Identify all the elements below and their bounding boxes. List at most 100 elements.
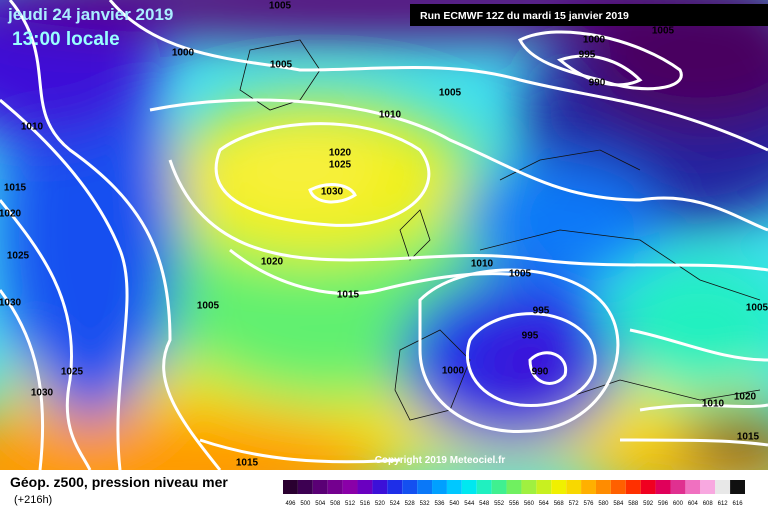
colorbar-cell <box>491 480 507 494</box>
isobar-label: 1015 <box>337 290 360 301</box>
isobar-label: 995 <box>579 50 596 61</box>
isobar-label: 1010 <box>702 399 725 410</box>
isobar-label: 1005 <box>652 26 675 37</box>
colorbar-label: 568 <box>554 501 565 507</box>
colorbar-label: 496 <box>285 501 296 507</box>
colorbar-label: 512 <box>345 501 356 507</box>
colorbar-cell <box>581 480 596 494</box>
isobar-label: 1005 <box>269 1 292 12</box>
isobar-label: 1015 <box>4 183 27 194</box>
colorbar-cell <box>357 480 373 494</box>
isobar-label: 990 <box>589 78 606 89</box>
colorbar-cell <box>372 480 388 494</box>
colorbar-label: 504 <box>315 501 326 507</box>
time-label: 13:00 locale <box>12 29 120 50</box>
colorbar-label: 508 <box>330 501 341 507</box>
isobar-label: 1000 <box>583 35 606 46</box>
isobar-label: 1025 <box>61 367 84 378</box>
legend-title: Géop. z500, pression niveau mer <box>10 474 228 490</box>
colorbar-label: 576 <box>584 501 595 507</box>
colorbar-cell <box>640 480 656 494</box>
run-label: Run ECMWF 12Z du mardi 15 janvier 2019 <box>420 10 629 22</box>
coastlines <box>239 39 761 421</box>
colorbar-label: 528 <box>405 501 416 507</box>
colorbar: 496 500 504 508 512 516 520 524 528 532 536 540 544 5… <box>283 480 745 507</box>
colorbar-label: 536 <box>434 501 445 507</box>
colorbar-label: 500 <box>300 501 311 507</box>
colorbar-cell <box>685 480 701 494</box>
isobar-label: 1005 <box>197 301 220 312</box>
colorbar-cell <box>566 480 582 494</box>
colorbar-cell <box>521 480 537 494</box>
colorbar-label: 592 <box>643 501 654 507</box>
colorbar-label: 564 <box>539 501 550 507</box>
isobars <box>0 0 768 470</box>
colorbar-label: 584 <box>613 501 624 507</box>
colorbar-label: 616 <box>733 501 744 507</box>
colorbar-label: 572 <box>569 501 580 507</box>
colorbar-cell <box>551 480 567 494</box>
colorbar-cell <box>283 480 298 494</box>
isobar-label: 1015 <box>236 458 259 469</box>
isobar-label: 1030 <box>31 388 54 399</box>
colorbar-cell <box>610 480 626 494</box>
colorbar-cell <box>417 480 433 494</box>
isobar-label: 1025 <box>7 251 30 262</box>
colorbar-cell <box>625 480 641 494</box>
colorbar-label: 548 <box>479 501 490 507</box>
colorbar-label: 560 <box>524 501 535 507</box>
isobar-label: 1020 <box>734 392 757 403</box>
colorbar-cell <box>700 480 716 494</box>
isobar-label: 1020 <box>261 257 284 268</box>
isobar-label: 1025 <box>329 160 352 171</box>
colorbar-label: 588 <box>628 501 639 507</box>
isobar-label: 990 <box>532 367 549 378</box>
isobar-label: 1005 <box>439 88 462 99</box>
isobar-label: 1010 <box>471 259 494 270</box>
colorbar-label: 552 <box>494 501 505 507</box>
isobar-label: 1005 <box>270 60 293 71</box>
colorbar-label: 556 <box>509 501 520 507</box>
colorbar-cell <box>715 480 731 494</box>
colorbar-label: 596 <box>658 501 669 507</box>
colorbar-cell <box>730 480 745 494</box>
colorbar-label: 608 <box>703 501 714 507</box>
colorbar-cell <box>595 480 611 494</box>
isobar-label: 1030 <box>0 298 22 309</box>
colorbar-cell <box>387 480 403 494</box>
colorbar-cell <box>432 480 447 494</box>
colorbar-label: 600 <box>673 501 684 507</box>
colorbar-cell <box>536 480 552 494</box>
isobar-label: 1005 <box>746 303 768 314</box>
colorbar-label: 532 <box>420 501 431 507</box>
isobar-label: 1010 <box>21 122 44 133</box>
colorbar-cell <box>312 480 328 494</box>
colorbar-cell <box>402 480 418 494</box>
isobar-label: 995 <box>533 306 550 317</box>
isobar-labels: 1005 1000 1005 1010 1005 1010 1020 1025 1030 1015… <box>0 1 768 469</box>
isobar-label: 1015 <box>737 432 760 443</box>
legend-lead: (+216h) <box>14 494 52 506</box>
colorbar-label: 524 <box>390 501 401 507</box>
isobar-label: 1010 <box>379 110 402 121</box>
colorbar-cell <box>476 480 492 494</box>
colorbar-cell <box>342 480 358 494</box>
isobar-label: 1020 <box>0 209 22 220</box>
colorbar-cell <box>655 480 671 494</box>
colorbar-cell <box>506 480 522 494</box>
colorbar-label: 580 <box>598 501 609 507</box>
copyright: Copyright 2019 Meteociel.fr <box>375 455 506 466</box>
colorbar-cell <box>446 480 462 494</box>
isobar-label: 1000 <box>442 366 465 377</box>
colorbar-cell <box>670 480 686 494</box>
colorbar-label: 540 <box>449 501 460 507</box>
date-label: jeudi 24 janvier 2019 <box>7 5 173 24</box>
isobar-label: 1030 <box>321 187 344 198</box>
colorbar-cell <box>327 480 343 494</box>
run-box <box>410 4 768 26</box>
colorbar-cell <box>297 480 313 494</box>
colorbar-label: 604 <box>688 501 699 507</box>
isobar-label: 995 <box>522 331 539 342</box>
